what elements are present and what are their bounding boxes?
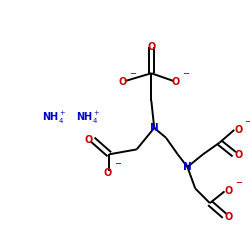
Text: O: O: [103, 168, 112, 178]
Text: O: O: [147, 42, 156, 52]
Text: O: O: [234, 125, 242, 135]
Text: O: O: [234, 150, 242, 160]
Text: O: O: [172, 77, 180, 87]
Text: N: N: [183, 162, 192, 172]
Text: N: N: [150, 123, 158, 133]
Text: −: −: [235, 178, 242, 187]
Text: −: −: [114, 158, 121, 168]
Text: −: −: [244, 116, 250, 126]
Text: −: −: [182, 69, 189, 78]
Text: −: −: [129, 69, 136, 78]
Text: O: O: [119, 77, 127, 87]
Text: NH$_4^+$: NH$_4^+$: [76, 110, 100, 126]
Text: NH$_4^+$: NH$_4^+$: [42, 110, 66, 126]
Text: O: O: [85, 135, 93, 145]
Text: O: O: [224, 212, 232, 222]
Text: O: O: [224, 186, 232, 196]
